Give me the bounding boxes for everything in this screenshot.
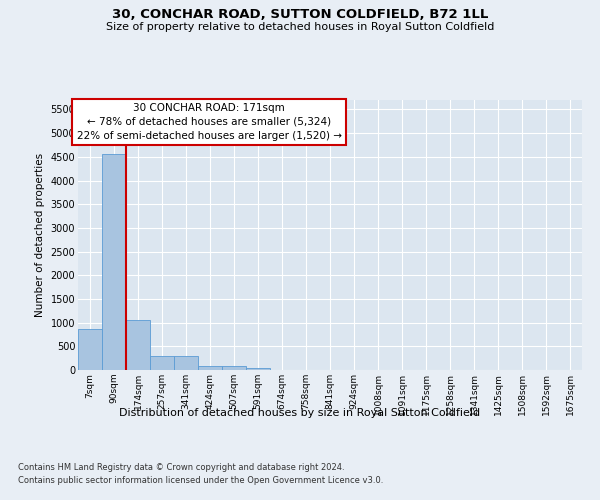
Bar bbox=[150, 356, 174, 370]
Bar bbox=[102, 154, 126, 370]
Bar bbox=[174, 356, 198, 370]
Bar bbox=[198, 366, 222, 370]
Text: Distribution of detached houses by size in Royal Sutton Coldfield: Distribution of detached houses by size … bbox=[119, 408, 481, 418]
Text: Size of property relative to detached houses in Royal Sutton Coldfield: Size of property relative to detached ho… bbox=[106, 22, 494, 32]
Text: Contains HM Land Registry data © Crown copyright and database right 2024.: Contains HM Land Registry data © Crown c… bbox=[18, 462, 344, 471]
Text: 30 CONCHAR ROAD: 171sqm
← 78% of detached houses are smaller (5,324)
22% of semi: 30 CONCHAR ROAD: 171sqm ← 78% of detache… bbox=[77, 102, 341, 141]
Bar bbox=[222, 366, 246, 370]
Bar bbox=[126, 320, 150, 370]
Text: 30, CONCHAR ROAD, SUTTON COLDFIELD, B72 1LL: 30, CONCHAR ROAD, SUTTON COLDFIELD, B72 … bbox=[112, 8, 488, 20]
Text: Contains public sector information licensed under the Open Government Licence v3: Contains public sector information licen… bbox=[18, 476, 383, 485]
Bar bbox=[78, 329, 102, 370]
Bar bbox=[246, 368, 270, 370]
Y-axis label: Number of detached properties: Number of detached properties bbox=[35, 153, 45, 317]
